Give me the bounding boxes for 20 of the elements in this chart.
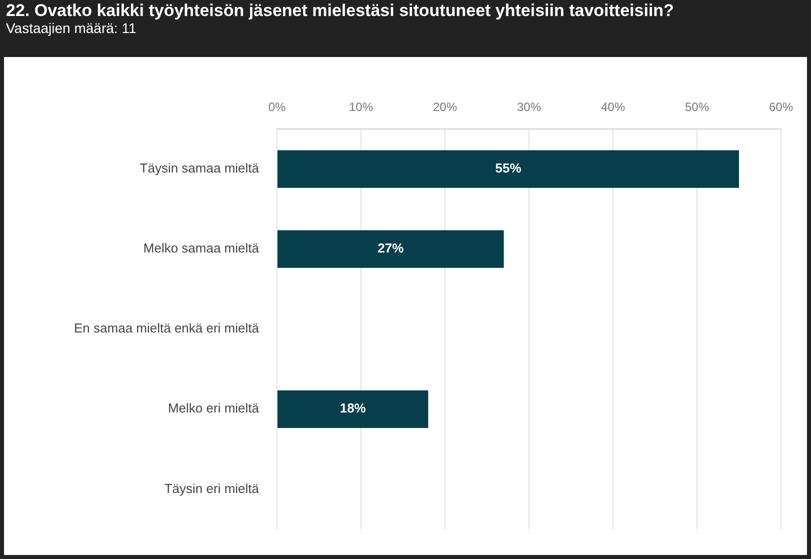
bar [278,150,739,188]
y-tick-label: Melko samaa mieltä [143,240,260,256]
x-tick-label: 40% [600,100,626,114]
x-tick-label: 10% [348,100,374,114]
x-tick-label: 20% [432,100,458,114]
x-tick-label: 30% [516,100,542,114]
y-tick-label: Melko eri mieltä [168,400,260,416]
y-tick-label: Täysin samaa mieltä [140,160,260,176]
x-tick-label: 0% [268,100,286,114]
y-tick-label: En samaa mieltä enkä eri mieltä [74,320,260,336]
data-label: 18% [340,400,366,416]
x-tick-label: 60% [768,100,794,114]
data-label: 55% [495,160,522,176]
x-tick-label: 50% [684,100,710,114]
y-tick-label: Täysin eri mieltä [164,480,260,496]
bar [278,390,428,428]
text: Vastaajien määrä: 11 [6,20,138,36]
bar [278,230,504,268]
chart-title: 22. Ovatko kaikki työyhteisön jäsenet mielestäsi sitoutuneet yhteisiin tavoitteisiin? [6,1,675,20]
data-label: 27% [378,240,404,256]
